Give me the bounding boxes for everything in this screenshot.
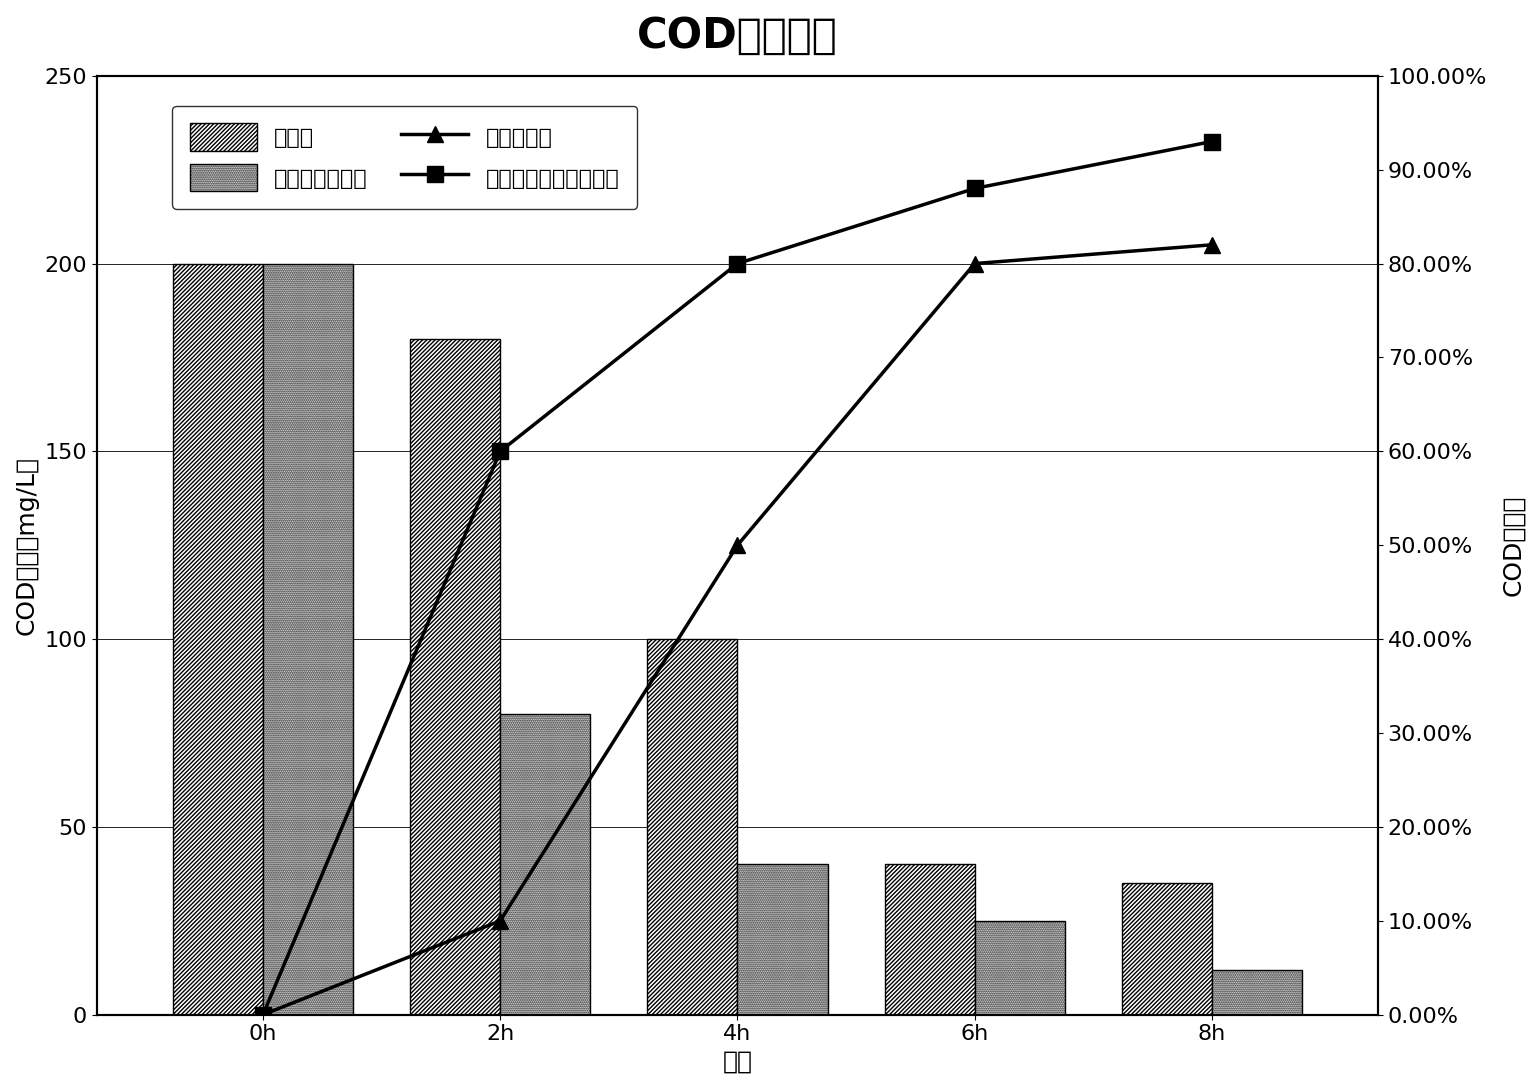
- Bar: [647, 639, 738, 1015]
- Bar: [1121, 883, 1212, 1015]
- Bar: [500, 714, 590, 1015]
- Bar: [884, 865, 975, 1015]
- Y-axis label: COD去除率: COD去除率: [1502, 494, 1525, 596]
- Bar: [1212, 969, 1303, 1015]
- Bar: [975, 921, 1064, 1015]
- Legend: 对照组, 复合微生物制剂, 对照去除率, 复合微生物制剂去除率: 对照组, 复合微生物制剂, 对照去除率, 复合微生物制剂去除率: [172, 106, 638, 209]
- Bar: [738, 865, 827, 1015]
- Bar: [410, 339, 501, 1015]
- Bar: [263, 264, 353, 1015]
- Bar: [172, 264, 263, 1015]
- Y-axis label: COD浓度（mg/L）: COD浓度（mg/L）: [15, 456, 38, 635]
- X-axis label: 时间: 时间: [722, 1050, 753, 1074]
- Title: COD去除效果: COD去除效果: [638, 15, 838, 57]
